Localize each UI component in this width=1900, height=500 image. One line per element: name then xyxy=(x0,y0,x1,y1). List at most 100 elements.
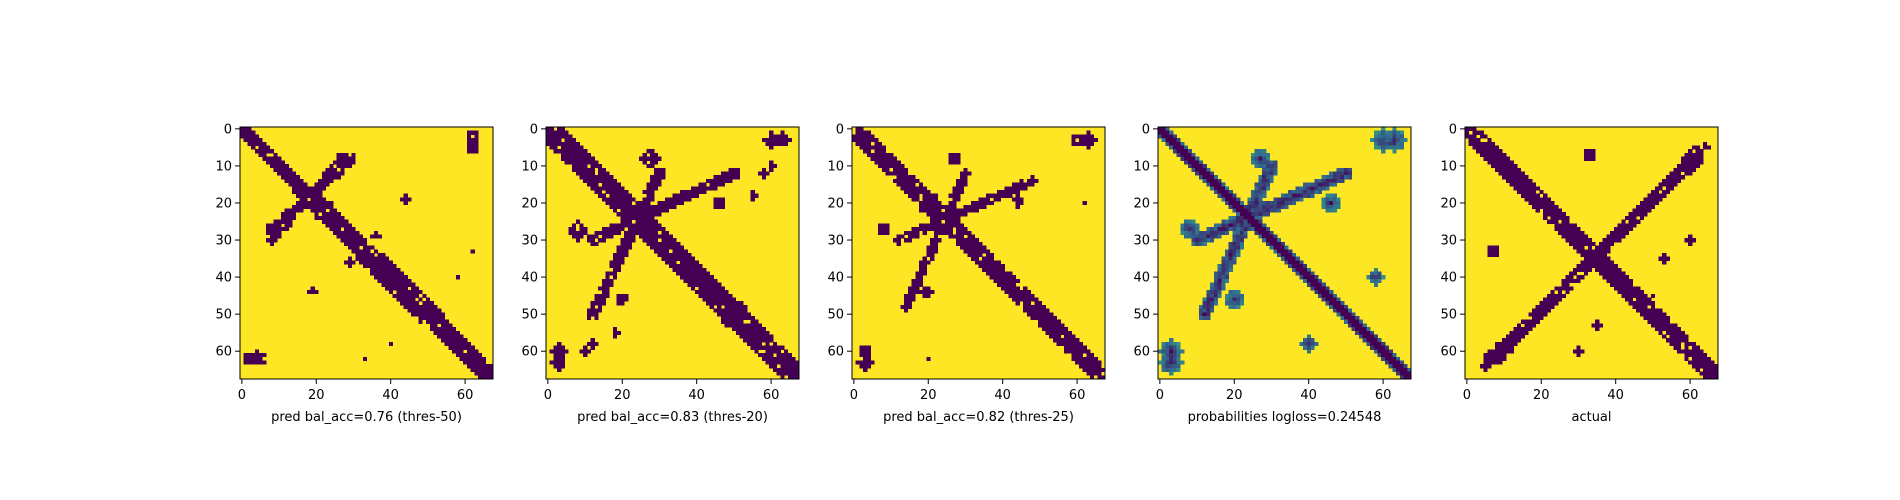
heatmap-cell xyxy=(1610,278,1615,284)
heatmap-cell xyxy=(598,297,603,302)
heatmap-cell xyxy=(1210,293,1215,298)
heatmap-cell xyxy=(609,190,614,195)
heatmap-cell xyxy=(1344,175,1349,180)
heatmap-cell xyxy=(1172,145,1177,150)
heatmap-cell xyxy=(1184,223,1189,228)
heatmap-cell xyxy=(1399,375,1404,380)
heatmap-cell xyxy=(1198,167,1204,172)
heatmap-cell xyxy=(997,278,1002,284)
heatmap-cell xyxy=(586,349,592,354)
heatmap-cell xyxy=(1688,234,1693,239)
heatmap-cell xyxy=(1206,297,1211,302)
heatmap-cell xyxy=(1277,201,1282,206)
heatmap-cell xyxy=(1621,293,1626,298)
heatmap-cell xyxy=(646,149,651,154)
heatmap-cell xyxy=(1621,275,1626,280)
heatmap-cell xyxy=(653,234,659,239)
heatmap-cell xyxy=(1502,152,1507,158)
heatmap-cell xyxy=(1524,193,1529,198)
heatmap-cell xyxy=(1632,301,1637,306)
heatmap-cell xyxy=(1498,167,1503,172)
heatmap-cell xyxy=(1034,297,1039,302)
heatmap-cell xyxy=(1258,223,1263,228)
heatmap-cell xyxy=(1303,182,1308,187)
heatmap-cell xyxy=(1019,186,1024,191)
heatmap-cell xyxy=(381,267,386,272)
heatmap-cell xyxy=(340,152,345,158)
heatmap-cell xyxy=(1184,160,1189,165)
heatmap-cell xyxy=(470,138,475,143)
y-tick-label: 20 xyxy=(215,196,232,211)
heatmap-cell xyxy=(1239,215,1244,221)
heatmap-cell xyxy=(590,182,595,187)
heatmap-cell xyxy=(672,238,677,243)
heatmap-cell xyxy=(1273,164,1278,169)
heatmap-cell xyxy=(1396,141,1401,146)
heatmap-cell xyxy=(1206,293,1211,298)
heatmap-cell xyxy=(1332,204,1337,209)
heatmap-cell xyxy=(1236,290,1241,295)
heatmap-cell xyxy=(1336,308,1341,313)
heatmap-cell xyxy=(683,267,688,272)
heatmap-cell xyxy=(885,160,890,165)
heatmap-cell xyxy=(616,197,621,202)
heatmap-cell xyxy=(717,282,722,287)
heatmap-cell xyxy=(881,149,886,154)
heatmap-cell xyxy=(1621,219,1626,224)
heatmap-cell xyxy=(1224,256,1230,261)
heatmap-cell xyxy=(598,164,603,169)
heatmap-cell xyxy=(1699,371,1704,376)
heatmap-cell xyxy=(251,141,256,146)
heatmap-cell xyxy=(952,208,957,213)
heatmap-cell xyxy=(1236,245,1241,250)
heatmap-cell xyxy=(325,201,330,206)
heatmap-cell xyxy=(1172,360,1177,365)
heatmap-cell xyxy=(720,178,725,183)
heatmap-cell xyxy=(1377,141,1382,146)
heatmap-cell xyxy=(1543,201,1548,206)
heatmap-cell xyxy=(586,308,592,313)
heatmap-cell xyxy=(1517,175,1522,180)
heatmap-cell xyxy=(306,190,312,195)
heatmap-cell xyxy=(1321,290,1326,295)
heatmap-cell xyxy=(732,167,737,172)
heatmap-cell xyxy=(933,201,938,206)
heatmap-cell xyxy=(1299,341,1304,347)
y-tick-label: 0 xyxy=(1449,122,1457,137)
heatmap-cell xyxy=(575,171,580,176)
heatmap-cell xyxy=(653,171,659,176)
heatmap-cell xyxy=(1004,190,1009,195)
heatmap-cell xyxy=(1639,293,1644,298)
heatmap-cell xyxy=(1569,275,1574,280)
heatmap-cell xyxy=(1198,234,1204,239)
heatmap-cell xyxy=(855,360,860,365)
heatmap-cell xyxy=(1228,260,1233,265)
heatmap-cell xyxy=(1370,138,1375,143)
heatmap-cell xyxy=(1595,319,1600,324)
heatmap-cell xyxy=(1291,193,1297,198)
heatmap-cell xyxy=(863,349,868,354)
heatmap-cell xyxy=(1224,230,1230,235)
heatmap-cell xyxy=(444,338,449,343)
heatmap-cell xyxy=(1706,375,1711,380)
heatmap-cell xyxy=(1651,293,1656,298)
heatmap-cell xyxy=(598,308,603,313)
heatmap-cell xyxy=(1684,345,1689,350)
heatmap-cell xyxy=(624,193,629,198)
heatmap-cell xyxy=(557,349,562,354)
heatmap-cell xyxy=(724,178,729,183)
heatmap-cell xyxy=(1165,127,1170,132)
heatmap-cell xyxy=(609,260,614,265)
heatmap-cell xyxy=(329,208,334,213)
x-tick-label: 20 xyxy=(308,388,325,403)
heatmap-cell xyxy=(735,304,740,309)
heatmap-cell xyxy=(266,227,271,232)
heatmap-cell xyxy=(952,212,957,217)
heatmap-cell xyxy=(672,256,677,261)
heatmap-cell xyxy=(746,341,752,347)
heatmap-cell xyxy=(1086,364,1091,369)
heatmap-cell xyxy=(758,353,763,358)
heatmap-cell xyxy=(1569,241,1574,246)
heatmap-cell xyxy=(720,316,725,321)
heatmap-cell xyxy=(1284,245,1289,250)
